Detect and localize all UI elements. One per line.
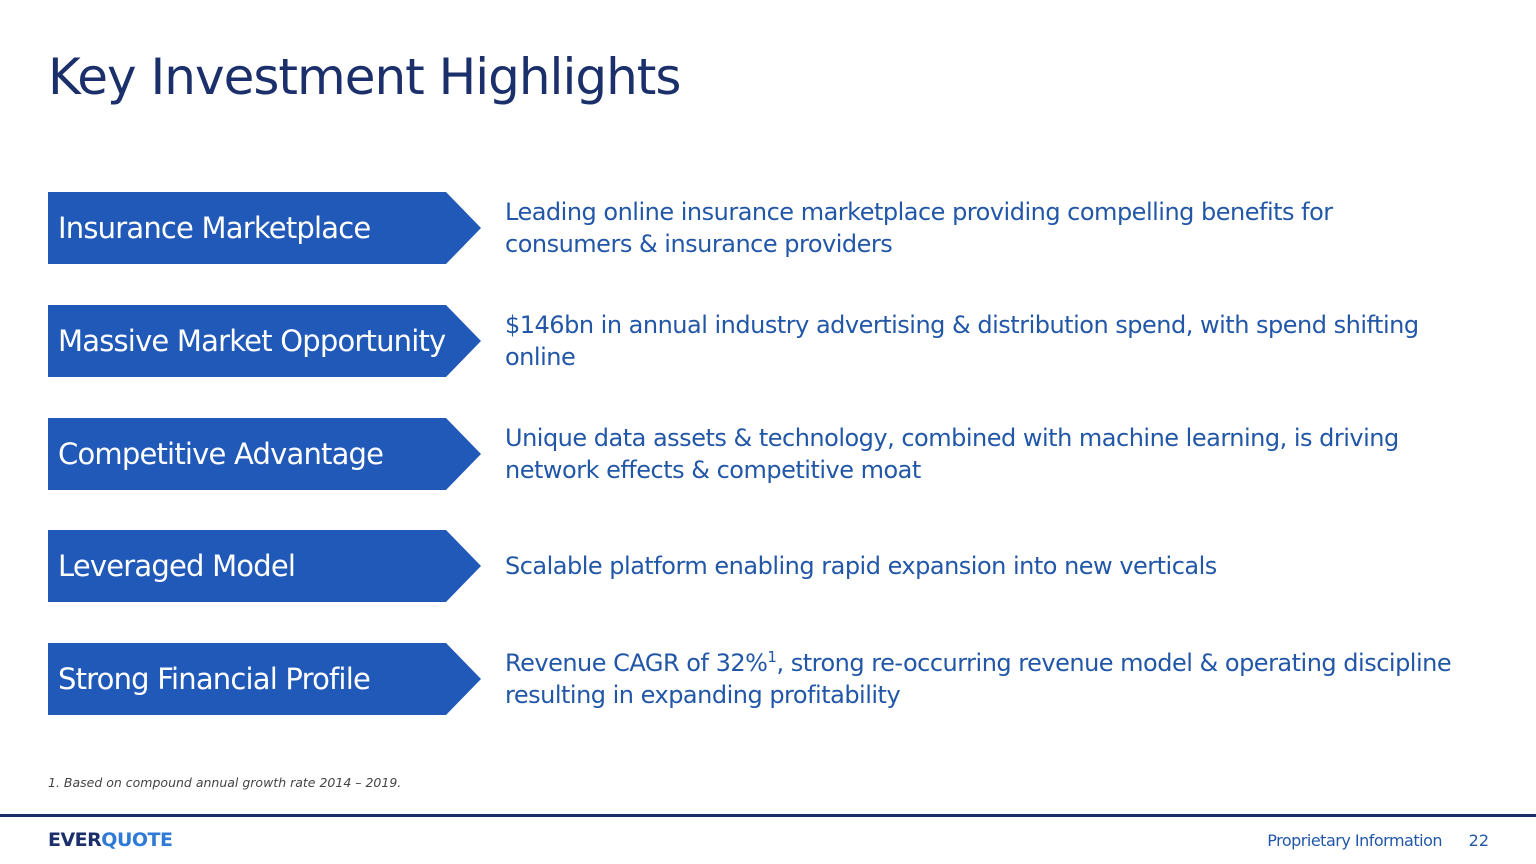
highlight-description: Revenue CAGR of 32%1, strong re-occurrin…: [505, 643, 1465, 715]
highlight-label: Competitive Advantage: [58, 436, 384, 471]
description-text: Leading online insurance marketplace pro…: [505, 196, 1465, 260]
arrow-shape: [48, 192, 481, 264]
highlight-label: Leveraged Model: [58, 549, 296, 584]
superscript: 1: [767, 648, 777, 667]
highlight-row: Massive Market Opportunity $146bn in annu…: [48, 304, 1488, 377]
arrow-fill: [48, 530, 481, 603]
description-text: Leading online insurance marketplace pro…: [505, 198, 1333, 258]
description-text: Unique data assets & technology, combine…: [505, 423, 1399, 484]
highlight-row: Insurance Marketplace Leading online insu…: [48, 192, 1488, 264]
highlight-label: Massive Market Opportunity: [58, 323, 446, 358]
highlight-label: Insurance Marketplace: [58, 211, 371, 245]
footnote: 1. Based on compound annual growth rate …: [48, 775, 402, 790]
highlight-row: Strong Financial Profile Revenue CAGR of …: [48, 643, 1488, 716]
slide-title: Key Investment Highlights: [48, 48, 681, 106]
arrow-fill: [48, 643, 481, 716]
page-number: 22: [1468, 831, 1489, 850]
arrow-fill: [48, 417, 481, 490]
highlight-label: Strong Financial Profile: [58, 662, 371, 697]
description-text: Unique data assets & technology, combine…: [505, 422, 1465, 486]
highlight-row: Competitive Advantage Unique data assets …: [48, 417, 1488, 490]
highlight-row: Leveraged Model Scalable platform enablin…: [48, 530, 1488, 603]
arrow-shape: [48, 417, 481, 490]
arrow-fill: [48, 192, 481, 264]
arrow-shape: [48, 304, 481, 377]
arrow-shape: [48, 530, 481, 603]
description-text: Revenue CAGR of 32%1, strong re-occurrin…: [505, 647, 1465, 711]
highlight-description: $146bn in annual industry advertising & …: [505, 305, 1465, 377]
description-text: $146bn in annual industry advertising & …: [505, 310, 1419, 371]
description-text: Scalable platform enabling rapid expansi…: [505, 552, 1217, 581]
highlight-description: Scalable platform enabling rapid expansi…: [505, 530, 1465, 602]
logo: EVERQUOTE: [48, 829, 173, 851]
highlight-description: Unique data assets & technology, combine…: [505, 418, 1465, 490]
arrow-shape: [48, 643, 481, 716]
footer-rule: [0, 814, 1536, 817]
logo-text: EVER: [48, 829, 102, 851]
description-text: Revenue CAGR of 32%: [505, 649, 768, 678]
description-text: , strong re-occurring revenue model & op…: [505, 649, 1452, 710]
highlight-description: Leading online insurance marketplace pro…: [505, 192, 1465, 264]
logo-text: QUOTE: [101, 829, 173, 851]
footer-notice: Proprietary Information: [1267, 831, 1442, 850]
description-text: $146bn in annual industry advertising & …: [505, 309, 1465, 373]
arrow-fill: [48, 304, 481, 377]
description-text: Scalable platform enabling rapid expansi…: [505, 550, 1217, 582]
